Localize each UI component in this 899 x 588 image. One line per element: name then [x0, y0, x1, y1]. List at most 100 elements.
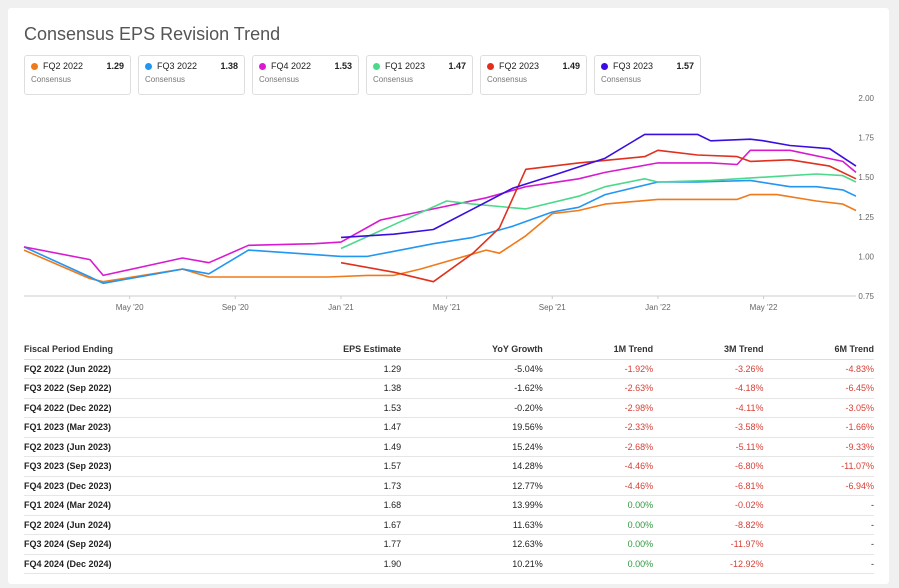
legend-series-name: FQ3 2023: [613, 61, 654, 71]
table-cell: 1.38: [239, 378, 402, 399]
table-row: FQ1 2023 (Mar 2023) 1.47 19.56% -2.33% -3.58…: [24, 417, 874, 438]
legend-item[interactable]: FQ4 2022 1.53 Consensus: [252, 55, 359, 95]
table-cell: 10.21%: [401, 554, 543, 574]
eps-table: Fiscal Period Ending EPS Estimate YoY Grow…: [24, 340, 874, 574]
legend-series-value: 1.49: [562, 61, 580, 71]
table-cell: -11.97%: [653, 534, 764, 555]
table-cell: -4.83%: [763, 359, 874, 379]
table-cell: FQ2 2022 (Jun 2022): [24, 359, 239, 379]
legend-item[interactable]: FQ1 2023 1.47 Consensus: [366, 55, 473, 95]
table-cell: -9.33%: [763, 437, 874, 457]
series-color-dot-icon: [487, 62, 494, 70]
table-cell: -: [763, 534, 874, 555]
table-cell: -1.92%: [542, 359, 654, 379]
table-cell: 1.53: [239, 398, 402, 418]
column-header[interactable]: YoY Growth: [401, 340, 543, 360]
table-cell: FQ1 2024 (Mar 2024): [24, 495, 239, 516]
table-cell: 0.00%: [542, 554, 654, 574]
legend-series-value: 1.47: [448, 61, 466, 71]
table-cell: -2.68%: [542, 437, 654, 457]
series-line-fq2-2022: [23, 193, 857, 283]
legend-series-value: 1.38: [220, 61, 238, 71]
table-cell: 0.00%: [542, 515, 654, 535]
table-cell: -4.11%: [653, 398, 764, 418]
table-cell: -2.98%: [542, 398, 654, 418]
series-color-dot-icon: [259, 62, 266, 70]
legend-series-value: 1.57: [676, 61, 694, 71]
table-cell: 19.56%: [401, 417, 543, 438]
legend-series-value: 1.29: [106, 61, 124, 71]
table-cell: -4.46%: [542, 476, 654, 496]
table-cell: -4.18%: [653, 378, 764, 399]
y-tick-label: 1.75: [858, 134, 874, 143]
legend-item-header: FQ2 2023 1.49: [487, 61, 580, 71]
legend-series-name: FQ2 2023: [499, 61, 540, 71]
table-cell: -1.66%: [763, 417, 874, 438]
column-header[interactable]: 3M Trend: [653, 340, 764, 360]
table-cell: 11.63%: [401, 515, 543, 535]
legend-series-subtitle: Consensus: [601, 75, 642, 84]
legend-series-subtitle: Consensus: [259, 75, 300, 84]
table-row: FQ2 2023 (Jun 2023) 1.49 15.24% -2.68% -5.11…: [24, 437, 874, 457]
legend: FQ2 2022 1.29 Consensus FQ3 2022 1.38 Consens…: [24, 55, 701, 95]
table-row: FQ4 2024 (Dec 2024) 1.90 10.21% 0.00% -12.92…: [24, 554, 874, 574]
table-cell: -: [763, 554, 874, 574]
table-cell: 12.63%: [401, 534, 543, 555]
table-cell: -2.33%: [542, 417, 654, 438]
legend-item-header: FQ2 2022 1.29: [31, 61, 124, 71]
series-line-fq3-2022: [23, 179, 857, 285]
eps-line-chart: 2.00 1.75 1.50 1.25 1.00 0.75 May '20 Sep '20 Ja…: [23, 94, 875, 312]
legend-item[interactable]: FQ2 2023 1.49 Consensus: [480, 55, 587, 95]
table-row: FQ1 2024 (Mar 2024) 1.68 13.99% 0.00% -0.02%…: [24, 495, 874, 516]
table-cell: -11.07%: [763, 456, 874, 477]
table-cell: FQ3 2024 (Sep 2024): [24, 534, 239, 555]
table-cell: -2.63%: [542, 378, 654, 399]
series-line-fq1-2023: [340, 173, 857, 250]
table-cell: -3.05%: [763, 398, 874, 418]
legend-item[interactable]: FQ3 2022 1.38 Consensus: [138, 55, 245, 95]
x-tick-label: May '20: [116, 303, 144, 312]
y-tick-label: 0.75: [858, 292, 874, 301]
eps-revision-card: Consensus EPS Revision Trend FQ2 2022 1.2…: [8, 8, 889, 584]
column-header[interactable]: 6M Trend: [763, 340, 874, 360]
table-cell: 15.24%: [401, 437, 543, 457]
legend-series-name: FQ4 2022: [271, 61, 312, 71]
legend-series-subtitle: Consensus: [31, 75, 72, 84]
legend-item-header: FQ4 2022 1.53: [259, 61, 352, 71]
table-cell: -3.58%: [653, 417, 764, 438]
chart-title: Consensus EPS Revision Trend: [24, 24, 281, 44]
table-cell: 1.47: [239, 417, 402, 438]
table-cell: 1.73: [239, 476, 402, 496]
table-header-row: Fiscal Period Ending EPS Estimate YoY Grow…: [24, 340, 874, 360]
x-tick-label: May '22: [750, 303, 778, 312]
legend-series-name: FQ2 2022: [43, 61, 84, 71]
series-line-fq3-2023: [340, 133, 857, 239]
table-cell: -5.11%: [653, 437, 764, 457]
series-line-fq4-2022: [23, 149, 857, 277]
legend-item[interactable]: FQ2 2022 1.29 Consensus: [24, 55, 131, 95]
table-cell: -: [763, 495, 874, 516]
legend-series-name: FQ1 2023: [385, 61, 426, 71]
table-cell: FQ4 2024 (Dec 2024): [24, 554, 239, 574]
x-tick-label: Sep '20: [222, 303, 249, 312]
y-tick-label: 1.50: [858, 173, 874, 182]
table-cell: 1.29: [239, 359, 402, 379]
column-header[interactable]: EPS Estimate: [239, 340, 402, 360]
table-cell: FQ3 2022 (Sep 2022): [24, 378, 239, 399]
x-tick-label: May '21: [433, 303, 461, 312]
table-cell: 12.77%: [401, 476, 543, 496]
y-tick-label: 1.25: [858, 213, 874, 222]
table-cell: -0.02%: [653, 495, 764, 516]
table-cell: 0.00%: [542, 534, 654, 555]
table-cell: -6.81%: [653, 476, 764, 496]
column-header[interactable]: 1M Trend: [542, 340, 654, 360]
table-row: FQ3 2024 (Sep 2024) 1.77 12.63% 0.00% -11.97…: [24, 534, 874, 555]
y-tick-label: 1.00: [858, 252, 874, 261]
legend-item[interactable]: FQ3 2023 1.57 Consensus: [594, 55, 701, 95]
table-cell: FQ2 2023 (Jun 2023): [24, 437, 239, 457]
table-row: FQ2 2022 (Jun 2022) 1.29 -5.04% -1.92% -3.26…: [24, 359, 874, 379]
table-cell: 1.77: [239, 534, 402, 555]
column-header[interactable]: Fiscal Period Ending: [24, 340, 239, 360]
legend-item-header: FQ3 2022 1.38: [145, 61, 238, 71]
table-cell: 1.49: [239, 437, 402, 457]
